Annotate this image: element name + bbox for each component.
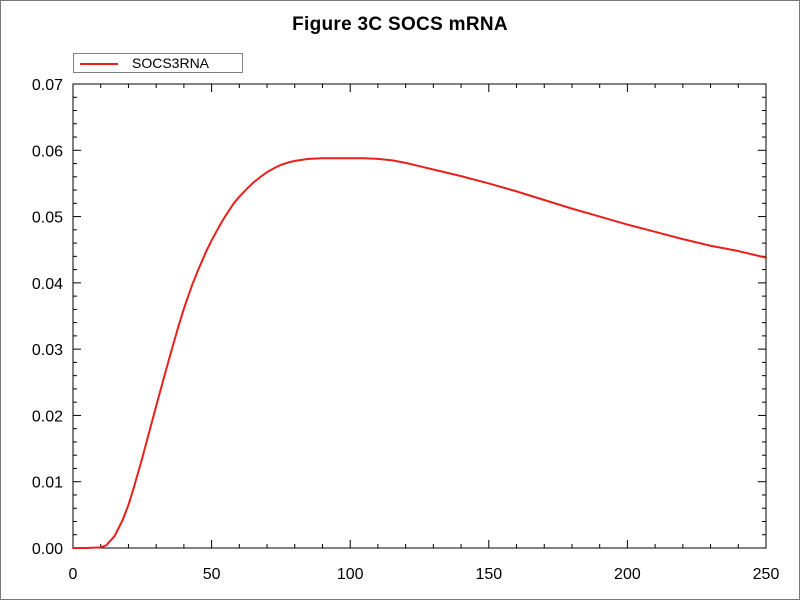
series-line-socs3rna: [72, 157, 767, 549]
legend-label: SOCS3RNA: [132, 55, 210, 71]
y-tick-label: 0.01: [32, 475, 63, 492]
x-tick-label: 250: [753, 566, 780, 583]
x-tick-label: 100: [337, 566, 364, 583]
axes: [72, 83, 767, 549]
tick-labels: 0.00 0.01 0.02 0.03 0.04 0.05 0.06 0.07 0 50 100 15…: [32, 77, 780, 583]
legend: SOCS3RNA: [73, 53, 243, 73]
series-layer: [72, 157, 767, 549]
y-tick-label: 0.03: [32, 342, 63, 359]
y-tick-label: 0.05: [32, 210, 63, 227]
y-tick-label: 0.00: [32, 541, 63, 558]
y-tick-label: 0.04: [32, 276, 63, 293]
y-tick-label: 0.07: [32, 77, 63, 94]
y-tick-label: 0.02: [32, 408, 63, 425]
y-tick-label: 0.06: [32, 143, 63, 160]
x-tick-label: 0: [69, 566, 78, 583]
x-tick-label: 200: [614, 566, 641, 583]
legend-swatch-line: [80, 63, 118, 65]
plot-area-border: [72, 83, 767, 549]
x-tick-label: 150: [475, 566, 502, 583]
x-tick-label: 50: [203, 566, 221, 583]
chart-title: Figure 3C SOCS mRNA: [292, 14, 508, 35]
